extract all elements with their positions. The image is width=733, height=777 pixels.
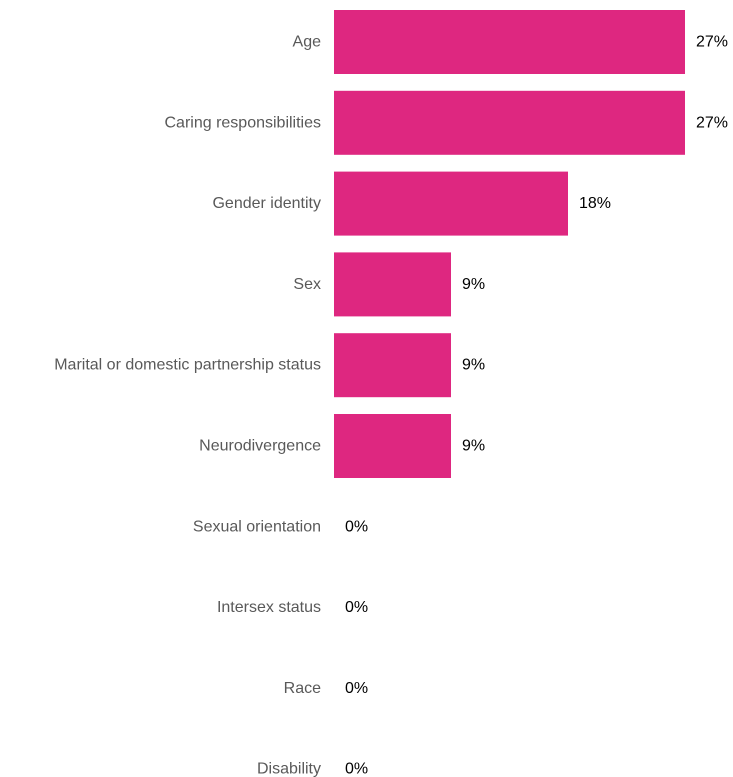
category-label: Caring responsibilities — [164, 114, 321, 131]
value-label: 9% — [462, 438, 485, 455]
category-label: Race — [284, 680, 321, 697]
category-label: Disability — [257, 761, 321, 777]
bar — [334, 414, 451, 478]
value-label: 27% — [696, 114, 728, 131]
category-label: Marital or domestic partnership status — [54, 357, 321, 374]
category-label: Sex — [293, 276, 321, 293]
value-label: 9% — [462, 276, 485, 293]
value-label: 18% — [579, 195, 611, 212]
value-label: 0% — [345, 761, 368, 777]
value-label: 0% — [345, 518, 368, 535]
bar — [334, 90, 685, 155]
category-label: Neurodivergence — [199, 438, 321, 455]
value-label: 0% — [345, 599, 368, 616]
bar — [334, 333, 451, 398]
value-label: 0% — [345, 680, 368, 697]
category-label: Intersex status — [217, 599, 321, 616]
bar — [334, 10, 685, 74]
category-label: Age — [293, 34, 322, 51]
value-label: 9% — [462, 357, 485, 374]
category-label: Gender identity — [212, 195, 321, 212]
category-label: Sexual orientation — [193, 518, 321, 535]
bar — [334, 252, 451, 317]
bar — [334, 171, 568, 236]
value-label: 27% — [696, 34, 728, 51]
